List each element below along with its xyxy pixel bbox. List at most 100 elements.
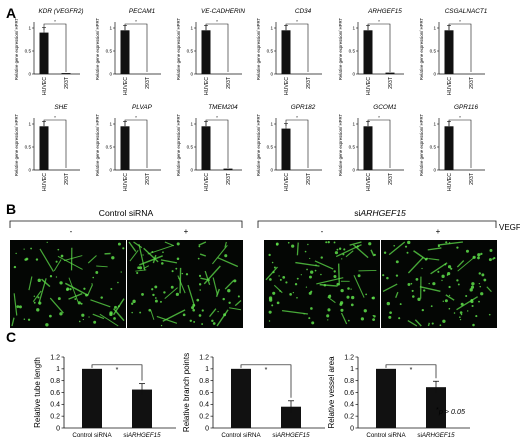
significance-star: * <box>378 115 380 120</box>
vessel-segment <box>296 242 299 256</box>
vessel-segment <box>457 256 475 272</box>
y-tick-label: 0.5 <box>430 49 437 54</box>
vegf-minus-1: - <box>70 227 73 236</box>
significance-bracket <box>448 119 472 168</box>
cell-dot <box>30 247 32 250</box>
cell-dot <box>386 276 389 280</box>
cell-dot <box>311 321 315 325</box>
cell-dot <box>85 293 88 297</box>
bracket-control <box>9 220 243 228</box>
cell-dot <box>327 319 329 321</box>
bar-huvec <box>363 126 373 170</box>
y-axis-label: Relative gene expression/ HPRT <box>338 18 343 81</box>
vessel-segment <box>445 294 455 301</box>
cell-dot <box>483 278 487 282</box>
x-category-label: 293T <box>469 172 475 185</box>
cell-dot <box>372 318 375 321</box>
vessel-segment <box>164 287 178 299</box>
micrograph-2 <box>127 240 243 328</box>
cell-dot <box>296 277 299 280</box>
gene-title: PECAM1 <box>129 8 156 15</box>
cell-dot <box>33 295 36 297</box>
y-tick-label: 0 <box>109 72 112 77</box>
cell-dot <box>356 245 359 248</box>
cell-dot <box>171 270 174 273</box>
micrograph-4 <box>381 240 497 328</box>
vessel-segment <box>160 259 178 264</box>
cell-dot <box>310 307 313 310</box>
cell-dot <box>78 320 81 323</box>
vessel-segment <box>133 241 143 249</box>
y-axis-label: Relative gene expression/ HPRT <box>419 18 424 81</box>
gene-chart-4: CD34 Relative gene expression/ HPRT 0 0.5 1 H… <box>256 8 322 95</box>
cell-dot <box>456 246 459 249</box>
cell-dot <box>136 271 139 275</box>
cell-dot <box>279 278 282 281</box>
cell-dot <box>453 312 456 314</box>
cell-dot <box>459 311 463 314</box>
cell-dot <box>93 320 97 324</box>
bar-huvec <box>281 30 291 74</box>
cell-dot <box>467 310 469 312</box>
y-tick-label: 1.2 <box>344 354 354 361</box>
cell-dot <box>411 289 414 292</box>
cell-dot <box>346 295 350 299</box>
bar-knockdown <box>281 406 301 428</box>
cell-dot <box>278 275 280 277</box>
cell-dot <box>233 279 237 283</box>
vessel-segment <box>198 241 207 246</box>
cell-dot <box>222 297 225 301</box>
cell-dot <box>175 292 179 296</box>
cell-dot <box>488 258 492 262</box>
vessel-segment <box>388 241 406 256</box>
cell-dot <box>388 315 392 319</box>
vessel-segment <box>204 270 211 286</box>
y-tick-label: 0.4 <box>50 402 60 409</box>
cell-dot <box>117 305 120 308</box>
cell-dot <box>303 313 305 315</box>
y-tick-label: 1 <box>28 122 31 127</box>
cell-dot <box>37 296 40 299</box>
cell-dot <box>395 274 399 277</box>
cell-dot <box>191 306 195 310</box>
cell-dot <box>182 313 186 317</box>
cell-dot <box>151 250 154 253</box>
y-tick-label: 0 <box>205 425 209 432</box>
cell-dot <box>139 311 142 314</box>
cell-dot <box>437 244 441 248</box>
cell-dot <box>59 312 63 316</box>
y-tick-label: 0 <box>433 168 436 173</box>
vessel-segment <box>99 313 119 327</box>
gene-title: PLVAP <box>132 104 153 111</box>
cell-dot <box>430 305 433 308</box>
cell-dot <box>404 245 408 248</box>
cell-dot <box>423 289 426 292</box>
vessel-segment <box>87 284 94 296</box>
cell-dot <box>477 256 480 260</box>
y-tick-label: 0.5 <box>25 49 32 54</box>
cell-dot <box>446 274 449 276</box>
cell-dot <box>289 293 292 296</box>
vessel-segment <box>11 317 15 327</box>
y-tick-label: 0.4 <box>199 402 209 409</box>
vessel-segment <box>150 310 155 320</box>
x-category-label: Control siRNA <box>366 432 406 439</box>
significance-bracket <box>124 23 148 72</box>
bar-huvec <box>39 126 49 170</box>
cell-dot <box>373 253 376 257</box>
vessel-segment <box>129 250 139 262</box>
cell-dot <box>450 267 453 270</box>
vessel-segment <box>215 288 221 298</box>
vessel-segment <box>216 309 229 327</box>
vessel-segment <box>64 282 89 297</box>
cell-dot <box>338 247 342 251</box>
cell-dot <box>441 274 445 278</box>
cell-dot <box>35 258 39 261</box>
y-tick-label: 0.6 <box>199 390 209 397</box>
cell-dot <box>460 302 464 306</box>
x-category-label: 293T <box>388 76 394 89</box>
micrograph-background <box>127 240 243 328</box>
x-category-label: 293T <box>64 172 70 185</box>
cell-dot <box>292 291 294 294</box>
cell-dot <box>55 260 58 263</box>
